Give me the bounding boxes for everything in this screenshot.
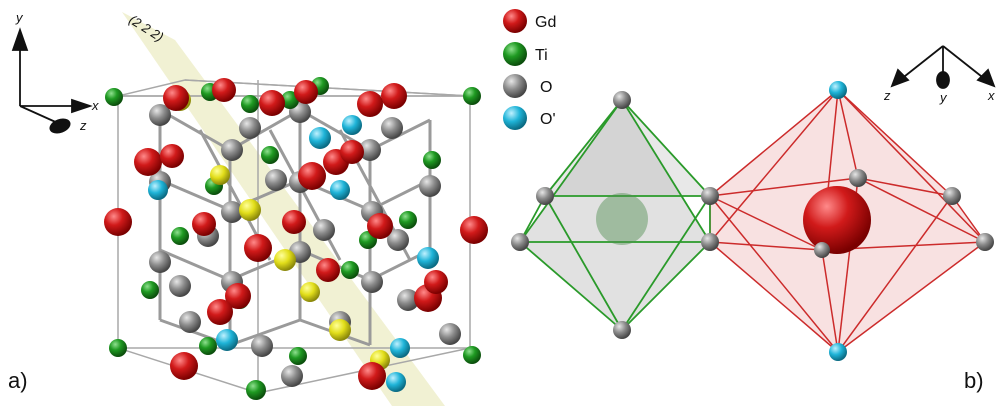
axis-label-y-b: y — [939, 90, 948, 105]
legend-marker-o — [503, 74, 527, 98]
polyhedra-vertex-oxygens — [511, 91, 994, 339]
legend-marker-gd — [503, 9, 527, 33]
o-prime-atoms — [148, 115, 439, 392]
axis-label-y-a: y — [15, 10, 24, 25]
legend-marker-ti — [503, 42, 527, 66]
panel-b-label: b) — [964, 368, 984, 393]
ti-center-atom — [596, 193, 648, 245]
crystal-plane-222 — [122, 12, 445, 406]
legend-label-o-prime: O' — [540, 111, 556, 128]
ti-octahedron — [518, 99, 711, 331]
axis-label-z-b: z — [883, 88, 891, 103]
axes-indicator-a — [11, 27, 93, 134]
legend-label-ti: Ti — [535, 47, 548, 64]
polyhedra-vertex-o-prime — [829, 81, 847, 361]
axis-label-z-a: z — [79, 118, 87, 133]
legend-label-o: O — [540, 79, 552, 96]
legend: Gd Ti O O' — [503, 9, 556, 130]
panel-a: (2 2 2) — [8, 10, 488, 406]
titanium-atoms — [105, 77, 481, 400]
axis-label-x-b: x — [987, 88, 995, 103]
gd-polyhedron — [709, 89, 986, 353]
axis-label-x-a: x — [91, 98, 99, 113]
oxygen-atoms — [149, 101, 461, 387]
legend-label-gd: Gd — [535, 14, 556, 31]
legend-marker-o-prime — [503, 106, 527, 130]
gd-center-atom — [803, 186, 871, 254]
panel-b: z y x b) — [511, 45, 996, 393]
gadolinium-atoms — [104, 78, 488, 390]
axes-indicator-b — [890, 45, 996, 89]
panel-a-label: a) — [8, 368, 28, 393]
